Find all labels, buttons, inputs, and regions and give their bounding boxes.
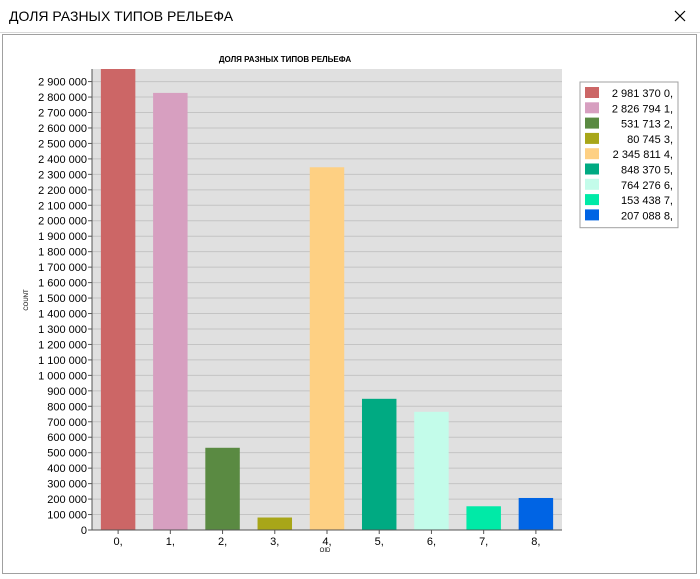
y-tick-label: 1 100 000: [38, 355, 87, 367]
x-tick-label: 8,: [531, 536, 540, 548]
x-axis-label: OID: [320, 548, 331, 554]
y-tick-label: 400 000: [47, 463, 87, 475]
y-tick-label: 100 000: [47, 510, 87, 522]
legend-label: 764 276 6,: [621, 180, 673, 192]
chart-title: ДОЛЯ РАЗНЫХ ТИПОВ РЕЛЬЕФА: [219, 55, 352, 64]
legend-swatch: [585, 163, 599, 175]
bar-1: [153, 92, 188, 530]
legend-swatch: [585, 178, 599, 190]
x-tick-label: 1,: [166, 536, 175, 548]
y-tick-label: 1 500 000: [38, 293, 87, 305]
legend-swatch: [585, 148, 599, 160]
y-tick-label: 500 000: [47, 448, 87, 460]
y-tick-label: 1 600 000: [38, 278, 87, 290]
bar-3: [257, 517, 293, 530]
legend-swatch: [585, 117, 599, 129]
y-tick-label: 300 000: [47, 479, 87, 491]
y-tick-label: 1 000 000: [38, 370, 87, 382]
bar-6: [414, 411, 449, 530]
legend-label: 2 826 794 1,: [612, 103, 673, 115]
bar-8: [518, 497, 554, 530]
close-icon: [674, 10, 686, 22]
legend-label: 531 713 2,: [621, 119, 673, 131]
legend: 2 981 370 0, 2 826 794 1, 531 713 2, 80 745…: [579, 81, 679, 229]
bar-4: [309, 167, 345, 530]
y-tick-label: 700 000: [47, 417, 87, 429]
close-button[interactable]: [660, 0, 700, 32]
y-tick-label: 2 700 000: [38, 108, 87, 120]
y-tick-label: 2 500 000: [38, 138, 87, 150]
x-tick-label: 3,: [270, 536, 279, 548]
x-tick-label: 7,: [479, 536, 488, 548]
y-tick-label: 1 300 000: [38, 324, 87, 336]
y-tick-label: 800 000: [47, 401, 87, 413]
y-tick-label: 1 800 000: [38, 247, 87, 259]
bar-7: [466, 506, 501, 530]
y-tick-label: 0: [81, 525, 87, 537]
bar-0: [100, 69, 136, 530]
y-tick-label: 2 100 000: [38, 200, 87, 212]
y-tick-label: 2 900 000: [38, 77, 87, 89]
x-tick-label: 2,: [218, 536, 227, 548]
y-tick-label: 2 800 000: [38, 92, 87, 104]
x-tick-label: 6,: [427, 536, 436, 548]
y-tick-label: 1 900 000: [38, 231, 87, 243]
x-tick-label: 4,: [322, 536, 331, 548]
legend-label: 80 745 3,: [627, 134, 673, 146]
y-tick-label: 600 000: [47, 432, 87, 444]
bar-2: [205, 447, 240, 530]
legend-swatch: [585, 209, 599, 221]
y-tick-label: 1 700 000: [38, 262, 87, 274]
legend-swatch: [585, 194, 599, 206]
x-tick-label: 0,: [114, 536, 123, 548]
bar-5: [361, 398, 397, 530]
y-axis-label: COUNT: [24, 289, 30, 311]
window-titlebar: ДОЛЯ РАЗНЫХ ТИПОВ РЕЛЬЕФА: [0, 0, 700, 32]
y-tick-label: 2 300 000: [38, 169, 87, 181]
legend-swatch: [585, 102, 599, 114]
y-tick-label: 2 400 000: [38, 154, 87, 166]
legend-swatch: [585, 87, 599, 98]
y-tick-label: 900 000: [47, 386, 87, 398]
y-tick-label: 1 200 000: [38, 339, 87, 351]
y-tick-label: 200 000: [47, 494, 87, 506]
y-tick-label: 2 600 000: [38, 123, 87, 135]
legend-label: 207 088 8,: [621, 210, 673, 222]
y-tick-label: 2 000 000: [38, 216, 87, 228]
x-tick-label: 5,: [375, 536, 384, 548]
y-tick-label: 1 400 000: [38, 309, 87, 321]
legend-label: 153 438 7,: [621, 195, 673, 207]
legend-label: 2 345 811 4,: [613, 149, 673, 161]
window-title: ДОЛЯ РАЗНЫХ ТИПОВ РЕЛЬЕФА: [9, 8, 234, 24]
legend-label: 848 370 5,: [621, 165, 673, 177]
y-tick-label: 2 200 000: [38, 185, 87, 197]
legend-label: 2 981 370 0,: [612, 88, 673, 100]
legend-swatch: [585, 132, 599, 144]
